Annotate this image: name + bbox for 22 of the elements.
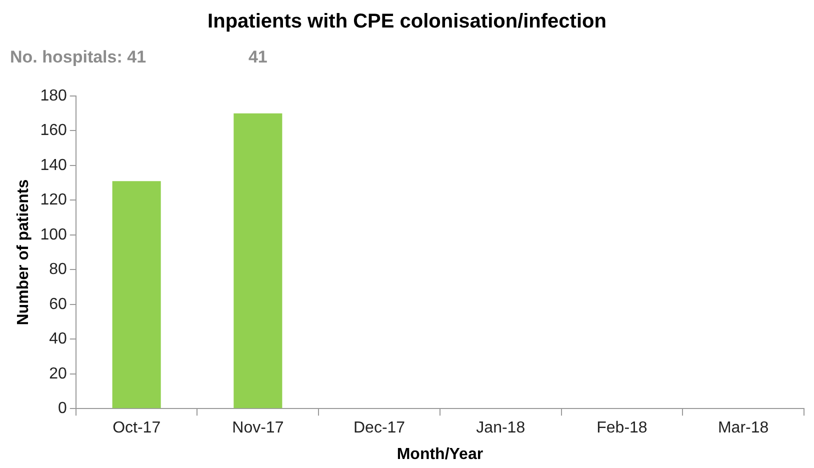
y-tick-label: 160	[40, 122, 67, 140]
y-tick-label: 180	[40, 87, 67, 104]
x-tick-label: Dec-17	[353, 420, 406, 437]
y-tick-label: 60	[49, 296, 67, 313]
x-tick-label: Mar-18	[718, 420, 769, 437]
text: 41	[248, 48, 268, 67]
x-tick-label: Jan-18	[476, 420, 526, 437]
x-axis-title: Month/Year	[396, 446, 484, 463]
x-tick-label: Nov-17	[232, 420, 284, 437]
x-tick-label: Feb-18	[596, 420, 648, 437]
chart-title: Inpatients with CPE colonisation/infection	[208, 10, 606, 33]
y-tick-label: 100	[40, 226, 67, 244]
y-tick-label: 120	[40, 192, 67, 209]
text: No. hospitals:	[10, 48, 122, 67]
y-tick-label: 20	[49, 365, 67, 382]
x-tick-label: Oct-17	[112, 420, 161, 437]
y-tick-label: 0	[58, 400, 67, 418]
text: 41	[127, 48, 146, 67]
y-tick-label: 40	[49, 330, 67, 348]
y-tick-label: 140	[40, 156, 67, 174]
y-axis-title: Number of patients	[15, 179, 32, 326]
y-tick-label: 80	[49, 261, 67, 278]
